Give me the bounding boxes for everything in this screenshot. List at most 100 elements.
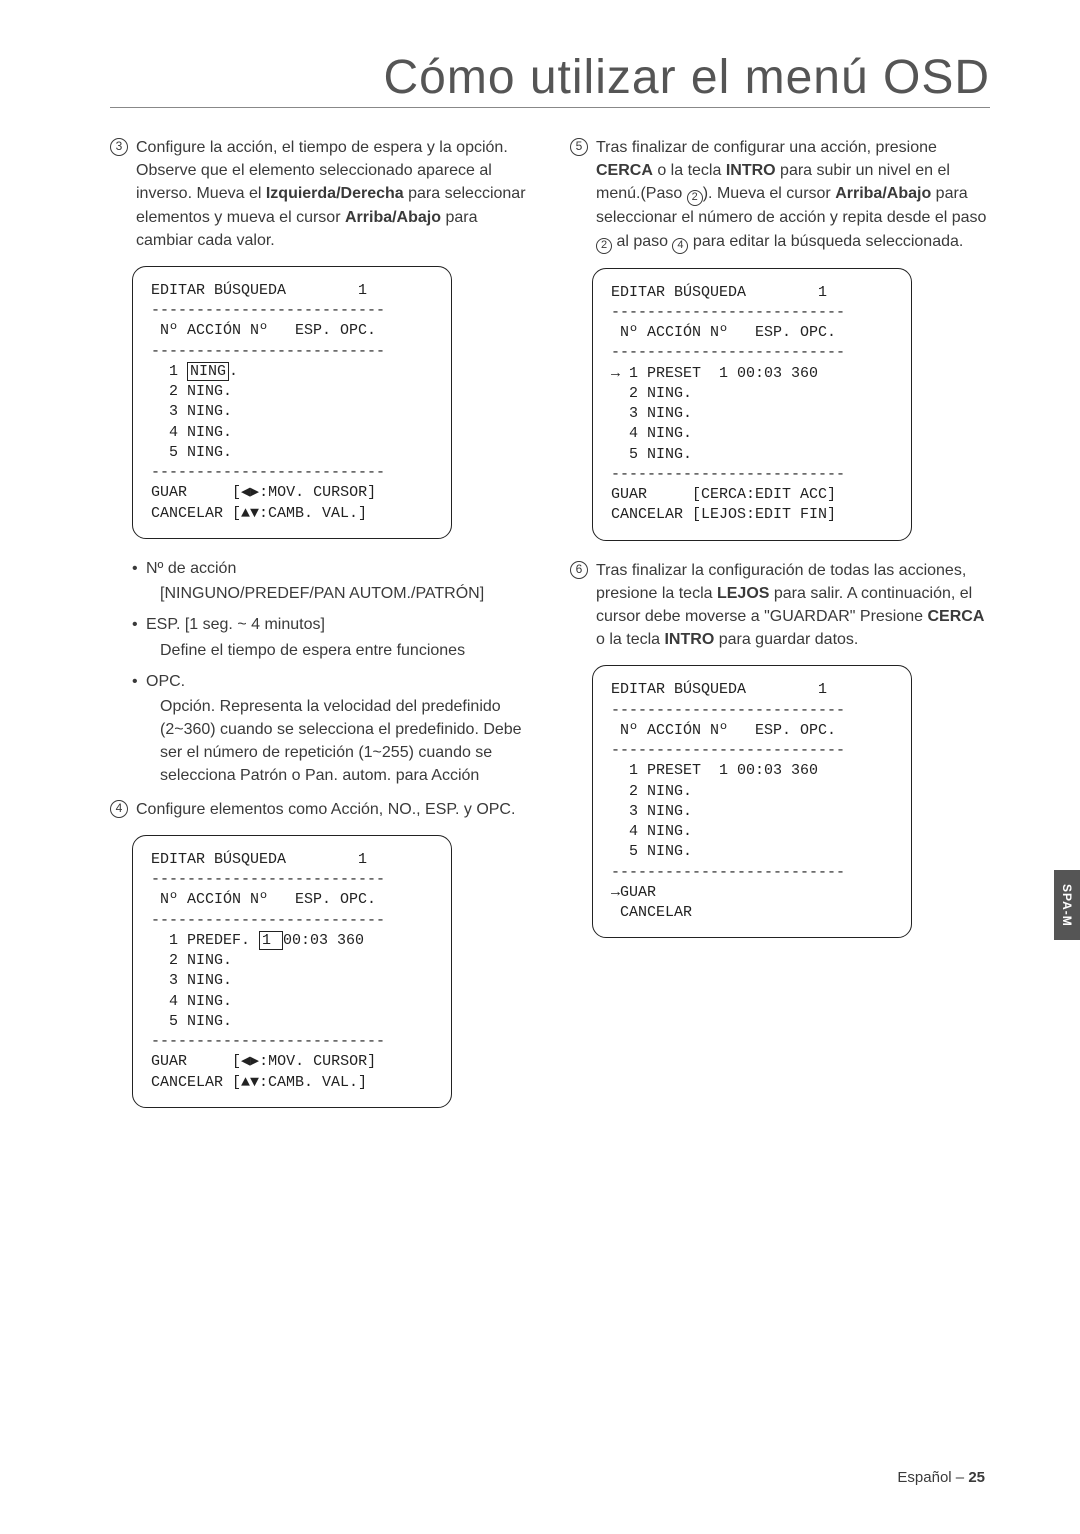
text-bold: CERCA (927, 608, 984, 625)
osd-dashes: -------------------------- (611, 742, 845, 759)
osd-box-1: EDITAR BÚSQUEDA 1 ----------------------… (132, 266, 452, 539)
osd-row: 4 NING. (611, 823, 692, 840)
text-bold: Arriba/Abajo (345, 209, 441, 226)
osd-row: 3 NING. (611, 803, 692, 820)
osd-foot: CANCELAR [LEJOS:EDIT FIN] (611, 506, 836, 523)
bullet-list: Nº de acción [NINGUNO/PREDEF/PAN AUTOM./… (132, 557, 530, 788)
text: para guardar datos. (714, 631, 858, 648)
osd-dashes: -------------------------- (151, 871, 385, 888)
text: o la tecla (596, 631, 664, 648)
step-5-body: Tras finalizar de configurar una acción,… (596, 136, 990, 254)
step-3-body: Configure la acción, el tiempo de espera… (136, 136, 530, 252)
osd-row: 1 PRESET 1 00:03 360 (611, 762, 818, 779)
osd-row: 2 NING. (151, 383, 232, 400)
osd-foot: GUAR [◀▶:MOV. CURSOR] (151, 484, 376, 501)
osd-dashes: -------------------------- (611, 344, 845, 361)
bullet-item: Nº de acción [NINGUNO/PREDEF/PAN AUTOM./… (132, 557, 530, 605)
osd-dashes: -------------------------- (611, 466, 845, 483)
osd-dashes: -------------------------- (611, 864, 845, 881)
osd-row: → 1 PRESET 1 00:03 360 (611, 365, 818, 382)
osd-row: 5 NING. (151, 444, 232, 461)
osd-row: 00:03 360 (283, 932, 364, 949)
step-4: 4 Configure elementos como Acción, NO., … (110, 798, 530, 821)
right-column: 5 Tras finalizar de configurar una acció… (570, 136, 990, 1126)
osd-dashes: -------------------------- (151, 343, 385, 360)
text: o la tecla (653, 162, 726, 179)
footer-page: 25 (968, 1469, 985, 1486)
osd-selected: NING (187, 362, 229, 381)
step-4-body: Configure elementos como Acción, NO., ES… (136, 798, 530, 821)
text-bold: LEJOS (717, 585, 769, 602)
osd-row: . (229, 363, 238, 380)
side-tab: SPA-M (1054, 870, 1080, 940)
osd-dashes: -------------------------- (611, 702, 845, 719)
osd-row: 3 NING. (611, 405, 692, 422)
text-bold: CERCA (596, 162, 653, 179)
page-title: Cómo utilizar el menú OSD (110, 50, 990, 105)
text-bold: Arriba/Abajo (835, 185, 931, 202)
osd-title: EDITAR BÚSQUEDA 1 (151, 851, 367, 868)
bullet-item: ESP. [1 seg. ~ 4 minutos] Define el tiem… (132, 613, 530, 661)
step-num-5: 5 (570, 138, 588, 156)
step-6-body: Tras finalizar la configuración de todas… (596, 559, 990, 652)
text: ). Mueva el cursor (703, 185, 835, 202)
osd-title: EDITAR BÚSQUEDA 1 (611, 284, 827, 301)
osd-row: 5 NING. (151, 1013, 232, 1030)
text: Tras finalizar de configurar una acción,… (596, 139, 937, 156)
osd-foot: CANCELAR (611, 904, 692, 921)
text-bold: INTRO (726, 162, 776, 179)
osd-selected: 1 (259, 931, 283, 950)
osd-row: 2 NING. (151, 952, 232, 969)
osd-head: Nº ACCIÓN Nº ESP. OPC. (151, 322, 376, 339)
text: al paso (612, 233, 672, 250)
osd-row: 4 NING. (151, 993, 232, 1010)
osd-row: 5 NING. (611, 446, 692, 463)
osd-title: EDITAR BÚSQUEDA 1 (611, 681, 827, 698)
osd-dashes: -------------------------- (151, 302, 385, 319)
osd-row: 2 NING. (611, 385, 692, 402)
text-bold: INTRO (664, 631, 714, 648)
osd-row: 4 NING. (611, 425, 692, 442)
osd-foot: CANCELAR [▲▼:CAMB. VAL.] (151, 1074, 367, 1091)
footer-lang: Español – (897, 1469, 968, 1486)
osd-row: 4 NING. (151, 424, 232, 441)
title-wrap: Cómo utilizar el menú OSD (110, 50, 990, 108)
bullet-item: OPC. Opción. Representa la velocidad del… (132, 670, 530, 788)
osd-row: 2 NING. (611, 783, 692, 800)
osd-row: 1 (151, 363, 187, 380)
bullet-title: OPC. (146, 673, 185, 690)
osd-dashes: -------------------------- (151, 912, 385, 929)
bullet-sub: Opción. Representa la velocidad del pred… (160, 695, 530, 788)
osd-head: Nº ACCIÓN Nº ESP. OPC. (151, 891, 376, 908)
osd-box-3: EDITAR BÚSQUEDA 1 ----------------------… (592, 268, 912, 541)
osd-foot: →GUAR (611, 884, 656, 901)
step-3: 3 Configure la acción, el tiempo de espe… (110, 136, 530, 252)
text: para editar la búsqueda seleccionada. (688, 233, 963, 250)
bullet-title: ESP. [1 seg. ~ 4 minutos] (146, 616, 325, 633)
osd-row: 1 PREDEF. (151, 932, 259, 949)
osd-dashes: -------------------------- (151, 1033, 385, 1050)
inline-circle-2: 2 (687, 190, 703, 206)
columns: 3 Configure la acción, el tiempo de espe… (110, 136, 990, 1126)
osd-head: Nº ACCIÓN Nº ESP. OPC. (611, 722, 836, 739)
osd-dashes: -------------------------- (151, 464, 385, 481)
text-bold: Izquierda/Derecha (266, 185, 404, 202)
osd-dashes: -------------------------- (611, 304, 845, 321)
footer: Español – 25 (897, 1469, 985, 1486)
inline-circle-4: 4 (672, 238, 688, 254)
osd-box-4: EDITAR BÚSQUEDA 1 ----------------------… (592, 665, 912, 938)
bullet-title: Nº de acción (146, 560, 236, 577)
step-num-4: 4 (110, 800, 128, 818)
osd-row: 3 NING. (151, 403, 232, 420)
osd-box-2: EDITAR BÚSQUEDA 1 ----------------------… (132, 835, 452, 1108)
osd-foot: GUAR [◀▶:MOV. CURSOR] (151, 1053, 376, 1070)
step-6: 6 Tras finalizar la configuración de tod… (570, 559, 990, 652)
osd-foot: GUAR [CERCA:EDIT ACC] (611, 486, 836, 503)
left-column: 3 Configure la acción, el tiempo de espe… (110, 136, 530, 1126)
step-num-3: 3 (110, 138, 128, 156)
osd-head: Nº ACCIÓN Nº ESP. OPC. (611, 324, 836, 341)
bullet-sub: Define el tiempo de espera entre funcion… (160, 639, 530, 662)
osd-title: EDITAR BÚSQUEDA 1 (151, 282, 367, 299)
inline-circle-2: 2 (596, 238, 612, 254)
osd-row: 3 NING. (151, 972, 232, 989)
